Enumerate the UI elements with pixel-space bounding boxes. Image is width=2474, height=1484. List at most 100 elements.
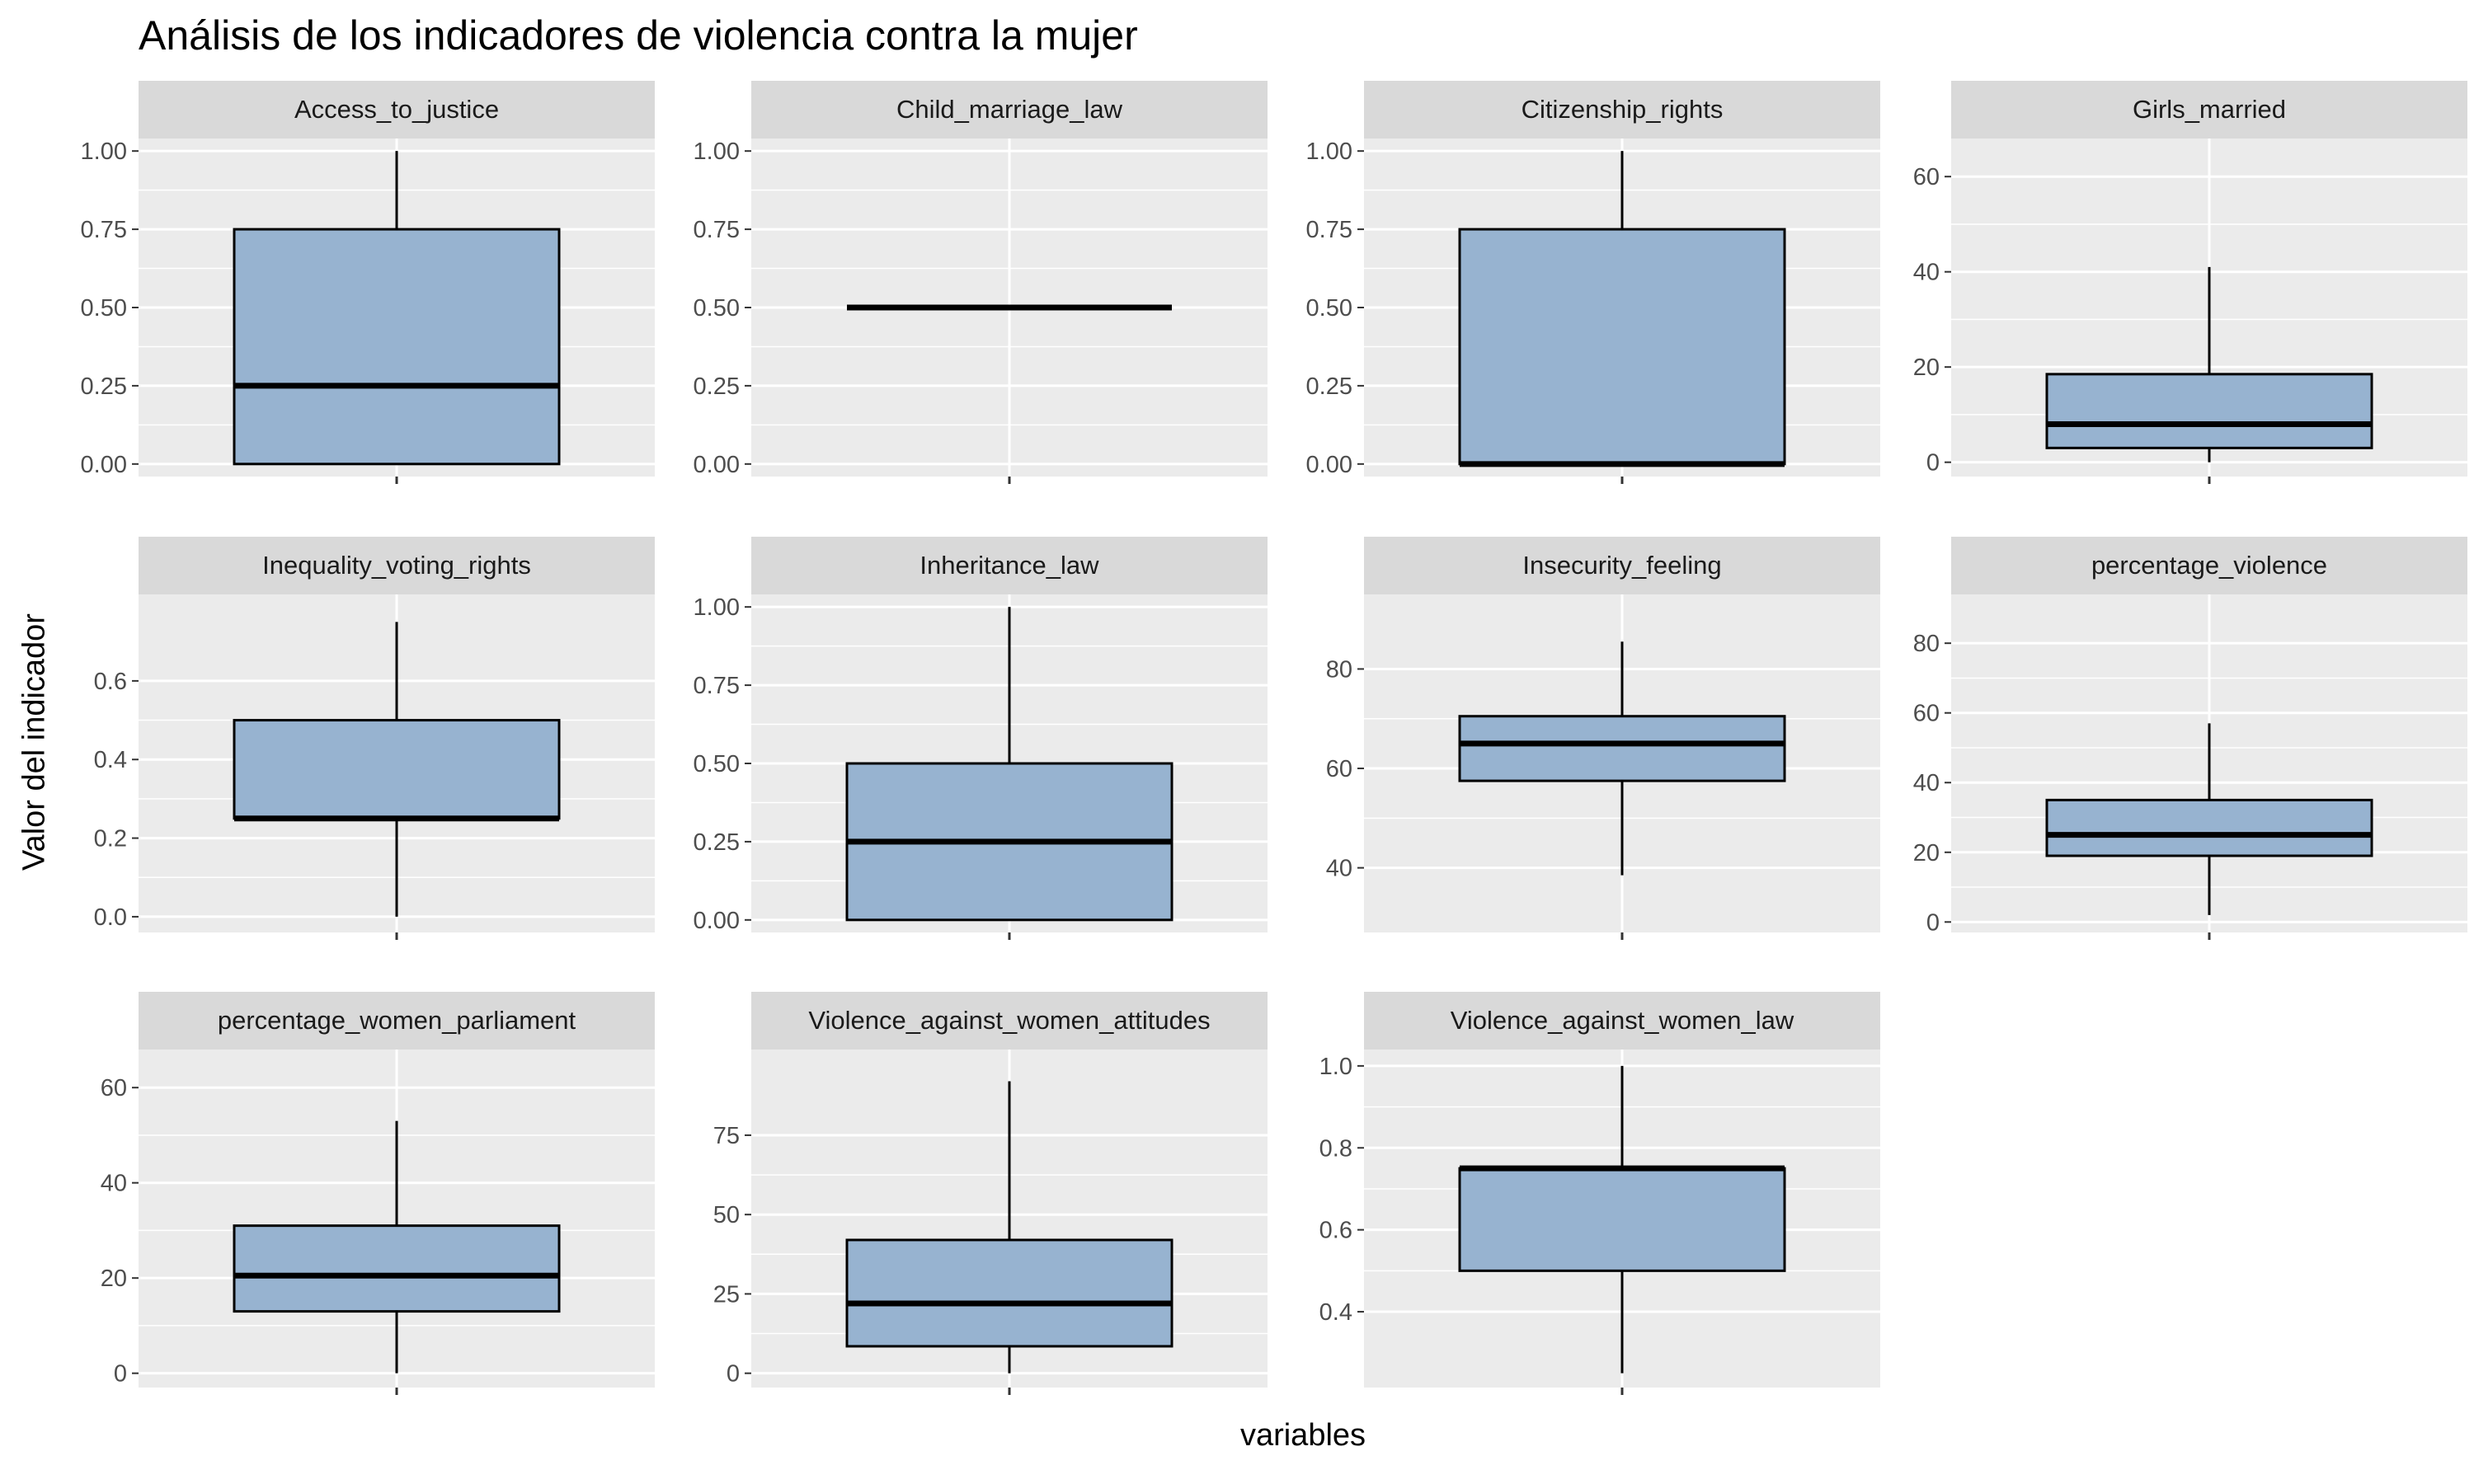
y-tick-label: 0.50 (694, 295, 740, 322)
iqr-box (2045, 373, 2373, 449)
y-tick-label: 0.00 (694, 908, 740, 934)
y-tick-label: 25 (713, 1281, 740, 1308)
iqr-box (1458, 228, 1786, 466)
facet-strip-label: Inheritance_law (920, 551, 1099, 580)
y-tick-label: 50 (713, 1202, 740, 1228)
y-tick-label: 1.00 (1306, 139, 1352, 165)
y-tick-label: 0.75 (1306, 217, 1352, 243)
y-tick-label: 0 (727, 1361, 740, 1388)
y-axis-title: Valor del indicador (16, 613, 52, 871)
y-tick-label: 0 (1926, 450, 1940, 477)
y-tick-label: 0.8 (1319, 1135, 1352, 1162)
iqr-box (1458, 715, 1786, 782)
facet-panel: Child_marriage_law 0.00 0.25 0.50 0.75 1.00 (694, 81, 1268, 484)
facet-strip-label: Child_marriage_law (896, 95, 1122, 124)
y-tick-label: 1.00 (81, 139, 127, 165)
facet-panel: Inequality_voting_rights 0.0 0.2 0.4 0.6 (94, 537, 655, 940)
facet-strip-label: Insecurity_feeling (1522, 551, 1722, 580)
y-tick-label: 20 (101, 1266, 127, 1292)
facet-strip (139, 537, 655, 594)
y-tick-label: 0.50 (81, 295, 127, 322)
facet-plot-area: 0 20 40 60 (101, 1050, 655, 1395)
y-tick-label: 0.4 (1319, 1299, 1352, 1326)
facet-strip (1951, 537, 2467, 594)
facet-strip (1364, 81, 1880, 139)
y-tick-label: 20 (1913, 840, 1940, 866)
facet-plot-area: 0 25 50 75 (713, 1050, 1268, 1395)
iqr-box (233, 228, 561, 466)
facet-strip (1364, 992, 1880, 1050)
facet-strip-label: Violence_against_women_attitudes (808, 1006, 1211, 1035)
y-tick-label: 0.50 (694, 751, 740, 777)
facet-plot-area: 0.00 0.25 0.50 0.75 1.00 (1306, 139, 1880, 484)
y-tick-label: 75 (713, 1123, 740, 1149)
y-tick-label: 60 (1326, 756, 1352, 782)
facet-strip (751, 81, 1268, 139)
facet-plot-area: 0.0 0.2 0.4 0.6 (94, 594, 655, 940)
y-tick-label: 1.0 (1319, 1054, 1352, 1080)
facet-plot-area: 0.00 0.25 0.50 0.75 1.00 (81, 139, 655, 484)
facet-strip-label: Girls_married (2132, 95, 2287, 124)
facet-strip (751, 992, 1268, 1050)
y-tick-label: 0.6 (1319, 1218, 1352, 1244)
y-tick-label: 0.4 (94, 747, 127, 773)
y-tick-label: 0.75 (694, 217, 740, 243)
facet-strip (139, 81, 655, 139)
facet-plot-area: 0.00 0.25 0.50 0.75 1.00 (694, 594, 1268, 940)
facet-panel: percentage_women_parliament 0 20 40 60 (101, 992, 655, 1395)
facet-panel: percentage_violence 0 20 40 60 80 (1913, 537, 2467, 940)
y-tick-label: 0.0 (94, 904, 127, 931)
facet-strip-label: percentage_violence (2091, 551, 2328, 580)
facet-panel: Violence_against_women_attitudes 0 25 50 75 (713, 992, 1268, 1395)
y-tick-label: 1.00 (694, 594, 740, 621)
facet-plot-area: 0 20 40 60 80 (1913, 594, 2467, 940)
y-tick-label: 60 (1913, 164, 1940, 190)
facet-plot-area: 0 20 40 60 (1913, 139, 2467, 484)
facet-plot-area: 0.00 0.25 0.50 0.75 1.00 (694, 139, 1268, 484)
y-tick-label: 0 (114, 1361, 127, 1388)
facet-strip-label: Access_to_justice (294, 95, 500, 124)
y-tick-label: 40 (101, 1171, 127, 1197)
x-axis-title: variables (1239, 1418, 1366, 1453)
y-tick-label: 0 (1926, 909, 1940, 936)
iqr-box (845, 1238, 1174, 1348)
y-tick-label: 40 (1913, 260, 1940, 286)
facet-strip-label: Citizenship_rights (1521, 95, 1724, 124)
y-tick-label: 40 (1913, 770, 1940, 796)
y-tick-label: 0.00 (694, 452, 740, 478)
facet-strip-label: Inequality_voting_rights (262, 551, 531, 580)
facet-panel: Violence_against_women_law 0.4 0.6 0.8 1.0 (1319, 992, 1880, 1395)
facet-panel: Access_to_justice 0.00 0.25 0.50 0.75 1.00 (81, 81, 655, 484)
y-tick-label: 0.00 (81, 452, 127, 478)
facet-strip (139, 992, 655, 1050)
y-tick-label: 1.00 (694, 139, 740, 165)
y-tick-label: 0.25 (694, 829, 740, 856)
y-tick-label: 60 (1913, 701, 1940, 727)
y-tick-label: 0.00 (1306, 452, 1352, 478)
chart-title: Análisis de los indicadores de violencia… (139, 12, 1138, 59)
y-tick-label: 0.25 (694, 373, 740, 400)
facet-plot-area: 0.4 0.6 0.8 1.0 (1319, 1050, 1880, 1395)
y-tick-label: 40 (1326, 856, 1352, 882)
facet-strip (1364, 537, 1880, 594)
facet-strip (1951, 81, 2467, 139)
facet-strip-label: Violence_against_women_law (1450, 1006, 1794, 1035)
facet-panel: Insecurity_feeling 40 60 80 (1326, 537, 1880, 940)
facet-panel: Inheritance_law 0.00 0.25 0.50 0.75 1.00 (694, 537, 1268, 940)
facet-strip (751, 537, 1268, 594)
y-tick-label: 0.2 (94, 826, 127, 852)
y-tick-label: 0.6 (94, 669, 127, 695)
facet-panel: Girls_married 0 20 40 60 (1913, 81, 2467, 484)
iqr-box (1458, 1167, 1786, 1272)
y-tick-label: 20 (1913, 355, 1940, 381)
y-tick-label: 0.50 (1306, 295, 1352, 322)
y-tick-label: 80 (1913, 631, 1940, 657)
iqr-box (233, 719, 561, 820)
y-tick-label: 0.25 (1306, 373, 1352, 400)
y-tick-label: 60 (101, 1075, 127, 1101)
facet-plot-area: 40 60 80 (1326, 594, 1880, 940)
iqr-box (2045, 798, 2373, 857)
y-tick-label: 0.75 (81, 217, 127, 243)
y-tick-label: 0.25 (81, 373, 127, 400)
iqr-box (233, 1224, 561, 1313)
